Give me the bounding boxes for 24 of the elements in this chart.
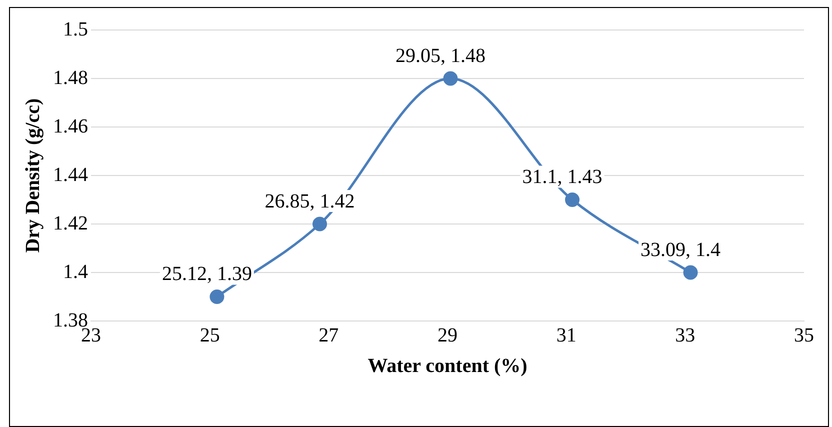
y-tick-label: 1.4 [63, 260, 88, 283]
x-axis-title: Water content (%) [368, 355, 528, 378]
x-tick-label: 25 [200, 324, 220, 346]
point [210, 290, 224, 304]
y-tick-label: 1.44 [53, 164, 88, 186]
x-tick-label: 29 [438, 324, 458, 346]
data-label: 33.09, 1.4 [640, 238, 721, 261]
y-tick-label: 1.48 [53, 66, 88, 89]
y-tick-label: 1.5 [63, 18, 88, 40]
point [443, 71, 458, 86]
x-tick-label: 33 [675, 324, 696, 346]
point [565, 192, 580, 207]
y-tick-label: 1.46 [53, 115, 88, 138]
data-label: 25.12, 1.39 [162, 263, 252, 285]
data-label: 26.85, 1.42 [264, 190, 355, 212]
data-label: 31.1, 1.43 [522, 166, 602, 188]
y-axis-title: Dry Density (g/cc) [22, 98, 44, 253]
x-tick-label: 27 [318, 324, 339, 346]
point [683, 265, 698, 280]
y-tick-label: 1.42 [53, 212, 88, 234]
data-label: 29.05, 1.48 [395, 44, 486, 67]
x-tick-label: 35 [794, 324, 814, 346]
point [312, 216, 328, 232]
x-tick-label: 31 [556, 324, 576, 346]
